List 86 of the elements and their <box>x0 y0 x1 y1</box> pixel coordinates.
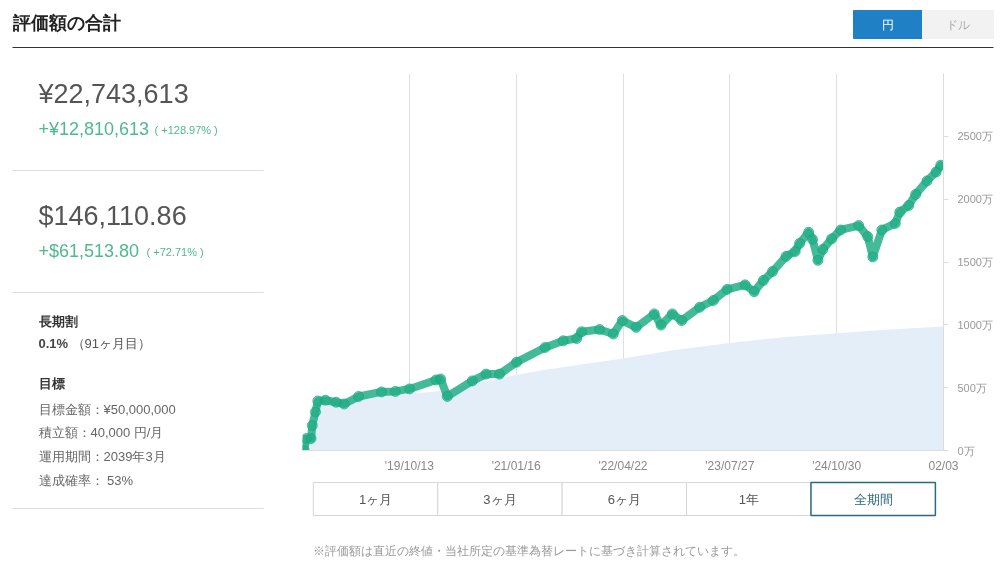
point <box>867 251 879 263</box>
point <box>607 328 619 340</box>
text: 0.1% <box>38 336 69 351</box>
point <box>616 315 628 327</box>
point <box>894 206 906 218</box>
point <box>910 188 922 200</box>
text: 運用期間：2039年3月 <box>38 449 166 464</box>
point <box>757 274 769 286</box>
y-tick-label: 1500万 <box>957 256 993 268</box>
point <box>748 286 760 298</box>
point <box>655 319 667 331</box>
point <box>807 233 819 245</box>
x-tick-label: '22/04/22 <box>598 458 648 473</box>
point <box>853 220 865 232</box>
x-tick-label: '23/07/27 <box>705 458 755 473</box>
point <box>480 368 492 380</box>
point <box>305 433 317 445</box>
text: 1年 <box>738 492 759 507</box>
text: 目標金額：¥50,000,000 <box>38 402 176 417</box>
point <box>707 294 719 306</box>
text: ( +128.97% ) <box>154 123 218 136</box>
text: 円 <box>882 17 894 32</box>
point <box>594 323 606 335</box>
point <box>648 308 660 320</box>
y-tick-label: 2500万 <box>957 130 993 143</box>
text: 3ヶ月 <box>483 492 517 507</box>
point <box>676 315 688 327</box>
text: 長期割 <box>37 314 78 329</box>
text: +¥12,810,613 <box>38 118 150 139</box>
text: 積立額：40,000 円/月 <box>38 425 164 440</box>
point <box>571 333 583 345</box>
point <box>739 279 751 291</box>
point <box>630 321 642 333</box>
point <box>903 199 915 211</box>
point <box>721 283 733 295</box>
point <box>404 383 416 395</box>
point <box>789 245 801 257</box>
point <box>666 308 678 320</box>
point <box>694 301 706 313</box>
text: （91ヶ月目） <box>71 336 151 351</box>
point <box>889 217 901 229</box>
point <box>812 254 824 266</box>
point <box>319 394 331 406</box>
point <box>557 335 569 347</box>
text: $146,110.86 <box>38 200 187 231</box>
point <box>576 326 588 338</box>
x-tick-label: '19/10/13 <box>384 458 435 473</box>
text: 評価額の合計 <box>11 12 121 33</box>
point <box>826 233 838 245</box>
point <box>389 385 401 397</box>
text: 全期間 <box>853 492 893 507</box>
point <box>835 224 847 236</box>
text: 達成確率： 53% <box>38 473 134 488</box>
point <box>817 243 829 255</box>
point <box>353 390 365 402</box>
point <box>539 341 551 353</box>
point <box>338 398 350 410</box>
y-tick-label: 2000万 <box>957 193 993 206</box>
point <box>309 406 321 418</box>
point <box>466 375 478 387</box>
point <box>376 386 388 398</box>
text: ※評価額は直近の終値・当社所定の基準為替レートに基づき計算されています。 <box>313 543 746 558</box>
text: ¥22,743,613 <box>37 78 189 109</box>
y-tick-label: 500万 <box>957 381 987 394</box>
point <box>306 420 318 431</box>
text: 1ヶ月 <box>358 492 393 507</box>
point <box>921 175 933 187</box>
y-tick-label: 1000万 <box>957 318 993 331</box>
point <box>876 224 888 236</box>
point <box>435 373 447 385</box>
text: +$61,513.80 <box>38 240 140 261</box>
text: 目標 <box>38 376 65 391</box>
text: ( +72.71% ) <box>146 245 204 258</box>
point <box>862 231 874 243</box>
point <box>780 250 792 262</box>
text: 6ヶ月 <box>607 492 641 507</box>
point <box>493 368 505 380</box>
y-tick-label: 0万 <box>957 444 975 457</box>
x-tick-label: '21/01/16 <box>491 458 541 473</box>
point <box>511 356 523 368</box>
x-tick-label: 02/03 <box>928 458 959 473</box>
point <box>441 390 453 402</box>
x-tick-label: '24/10/30 <box>812 458 862 473</box>
point <box>794 237 806 249</box>
point <box>766 266 778 278</box>
text: ドル <box>946 17 970 32</box>
